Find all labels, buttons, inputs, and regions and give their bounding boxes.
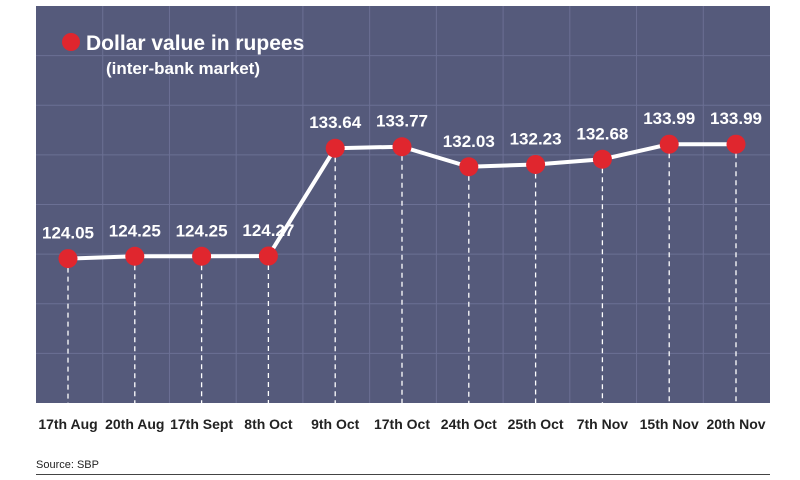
data-point: [258, 246, 278, 266]
data-point: [526, 154, 546, 174]
value-labels: 124.05 124.25 124.25 124.27 133.64 133.77 132.…: [42, 109, 762, 242]
value-label: 133.99: [643, 109, 695, 128]
chart-grid: [36, 6, 770, 403]
value-label: 132.23: [510, 129, 562, 148]
footer-rule: [36, 474, 770, 475]
data-point: [392, 137, 412, 157]
value-label: 132.68: [576, 124, 628, 143]
category-label: 17th Oct: [374, 416, 430, 432]
drop-lines: [67, 144, 737, 403]
value-label: 124.27: [242, 221, 294, 240]
value-label: 124.25: [109, 221, 161, 240]
value-label: 124.05: [42, 224, 94, 243]
data-point: [192, 246, 212, 266]
category-label: 7th Nov: [577, 416, 629, 432]
data-point: [325, 138, 345, 158]
category-label: 24th Oct: [441, 416, 497, 432]
data-point: [592, 149, 612, 169]
category-label: 15th Nov: [640, 416, 699, 432]
data-points: [58, 134, 746, 269]
category-label: 20th Nov: [706, 416, 765, 432]
legend-marker: [62, 33, 80, 51]
category-label: 9th Oct: [311, 416, 360, 432]
category-label: 17th Aug: [38, 416, 97, 432]
data-point: [459, 157, 479, 177]
data-point: [726, 134, 746, 154]
value-label: 133.99: [710, 109, 762, 128]
data-point: [659, 134, 679, 154]
value-label: 124.25: [176, 221, 228, 240]
category-label: 8th Oct: [244, 416, 293, 432]
value-label: 133.64: [309, 113, 362, 132]
legend-subtitle: (inter-bank market): [106, 59, 260, 78]
legend-title: Dollar value in rupees: [86, 32, 304, 55]
data-point: [125, 246, 145, 266]
value-label: 132.03: [443, 132, 495, 151]
source-note: Source: SBP: [36, 459, 99, 471]
data-point: [58, 249, 78, 269]
value-label: 133.77: [376, 112, 428, 131]
category-label: 20th Aug: [105, 416, 164, 432]
category-label: 25th Oct: [508, 416, 564, 432]
category-labels: 17th Aug 20th Aug 17th Sept 8th Oct 9th Oct 1…: [38, 416, 765, 432]
category-label: 17th Sept: [170, 416, 233, 432]
